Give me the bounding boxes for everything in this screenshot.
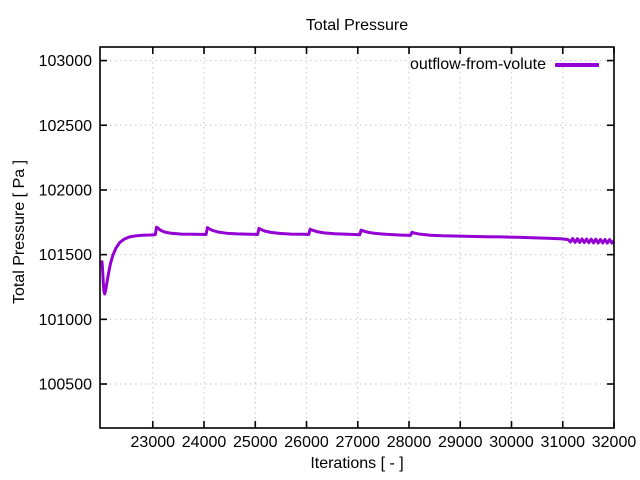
y-tick-label: 102000 [39,182,92,199]
chart-title: Total Pressure [305,17,409,34]
x-axis-label: Iterations [ - ] [310,455,404,472]
y-axis-label: Total Pressure [ Pa ] [11,159,28,305]
series-line-outflow-from-volute [100,225,614,296]
x-tick-label: 29000 [438,434,483,451]
plot-border [99,46,615,429]
legend-line-sample [555,63,599,67]
y-tick-label: 100500 [39,377,92,394]
x-tick-label: 31000 [541,434,586,451]
y-tick-label: 103000 [39,53,92,70]
y-tick-label: 101500 [39,247,92,264]
legend-series-label: outflow-from-volute [409,56,546,73]
legend: outflow-from-volute [410,56,599,74]
x-tick-label: 26000 [284,434,329,451]
x-tick-label: 28000 [387,434,432,451]
x-tick-label: 32000 [592,434,637,451]
x-tick-label: 23000 [131,434,176,451]
x-tick-label: 30000 [489,434,534,451]
x-tick-label: 25000 [233,434,278,451]
y-tick-label: 101000 [39,312,92,329]
x-tick-label: 27000 [336,434,381,451]
x-tick-label: 24000 [182,434,227,451]
y-tick-label: 102500 [39,118,92,135]
